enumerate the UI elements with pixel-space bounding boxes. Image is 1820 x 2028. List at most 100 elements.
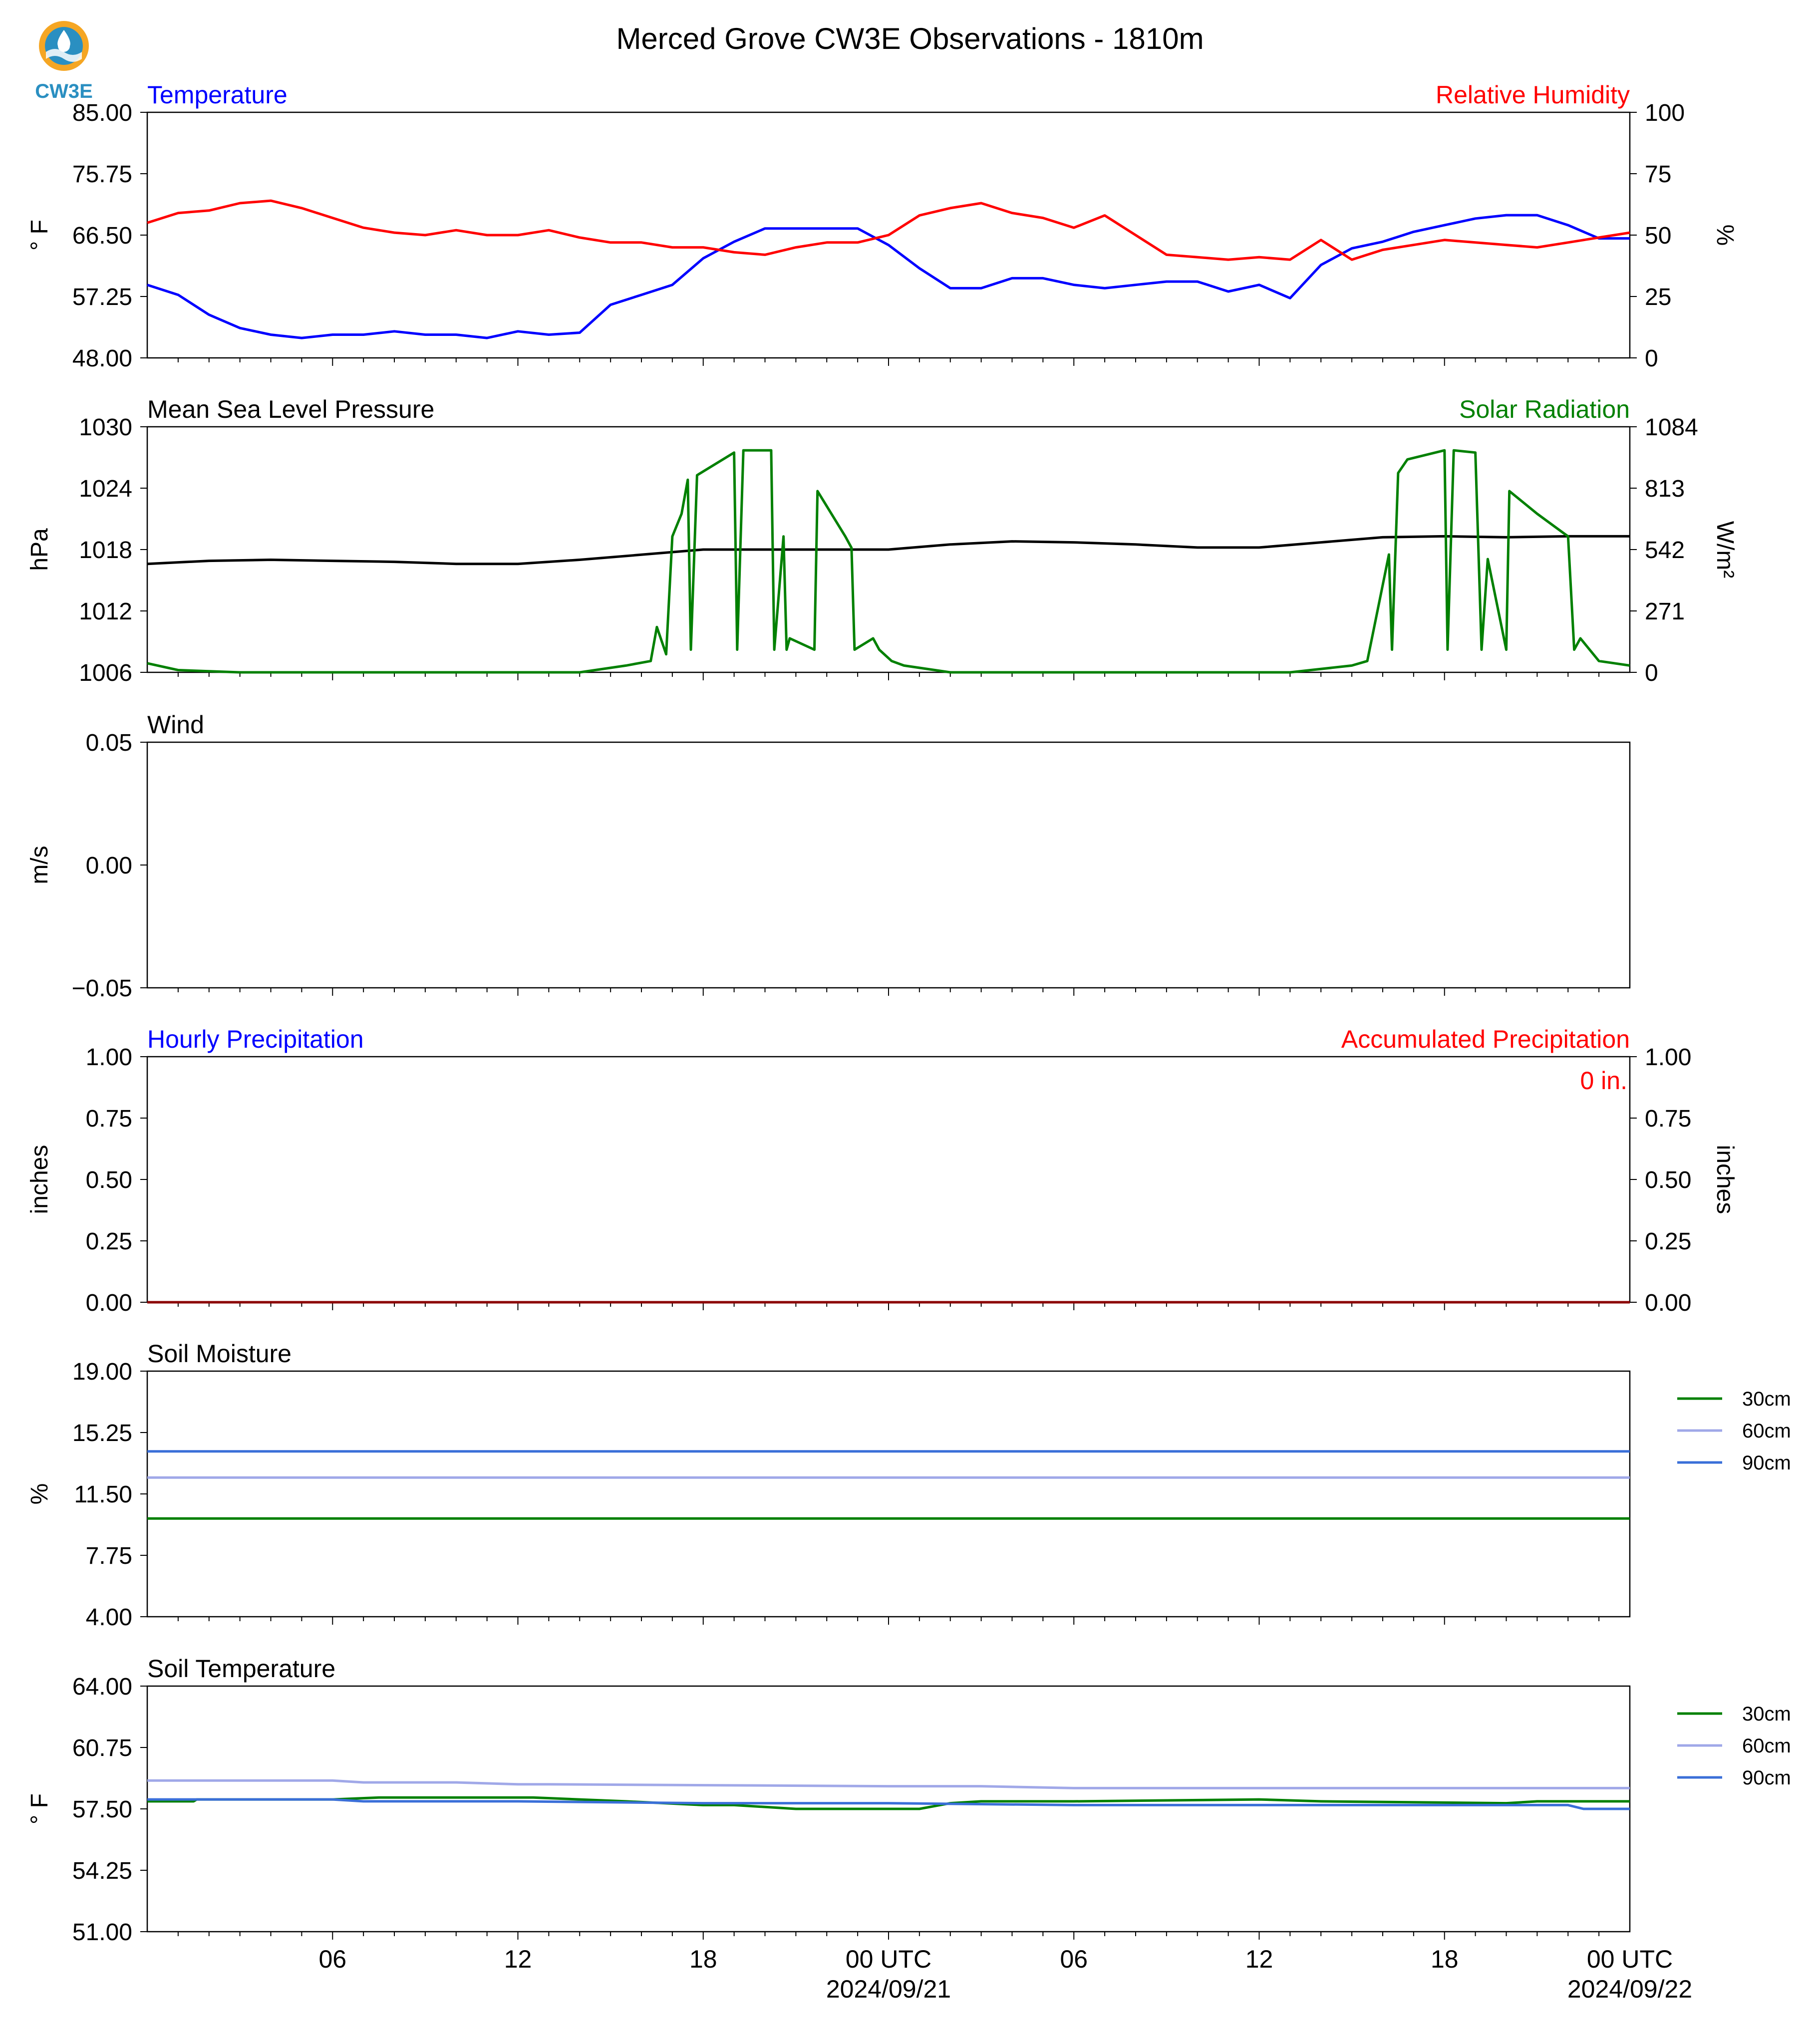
panel-2: 1030 1024 1018 1012 1006 1084 813 542 271 0 Mean S… [26,395,1738,686]
y-right-tick-label: 0 [1645,345,1658,372]
x-tick-label: 00 UTC [1587,1945,1673,1973]
y-left-tick-label: 0.75 [86,1106,132,1132]
y-left-tick-label: 1030 [79,414,132,441]
y-left-tick-label: 1018 [79,537,132,564]
y-right-tick-label: 1.00 [1645,1044,1691,1071]
panel-5: 19.00 15.25 11.50 7.75 4.00 Soil Moisture% 30c… [26,1340,1791,1631]
y-left-tick-label: 57.50 [72,1796,132,1823]
panel-title-left: Hourly Precipitation [147,1025,364,1053]
y-left-tick-label: 51.00 [72,1919,132,1946]
panel-title-right: Accumulated Precipitation [1341,1025,1630,1053]
y-axis-label-left: ° F [26,1793,53,1824]
panels: 85.00 75.75 66.50 57.25 48.00 100 75 50 25 0 Tempe… [26,81,1791,2003]
y-axis-label-right: % [1712,225,1738,246]
y-right-tick-label: 1084 [1645,414,1698,441]
x-tick-label: 00 UTC [846,1945,931,1973]
y-right-tick-label: 50 [1645,223,1671,249]
x-date-label: 2024/09/22 [1567,1975,1692,2003]
y-left-tick-label: 0.05 [86,730,132,756]
y-left-tick-label: 64.00 [72,1674,132,1700]
panel-4: 1.00 0.75 0.50 0.25 0.00 1.00 0.75 0.50 0.25 0.00… [26,1025,1738,1316]
annotation: 0 in. [1580,1067,1627,1095]
y-right-tick-label: 0.25 [1645,1228,1691,1255]
y-right-tick-label: 0.00 [1645,1290,1691,1316]
y-left-tick-label: 60.75 [72,1735,132,1761]
y-left-tick-label: 4.00 [86,1604,132,1631]
y-left-tick-label: 1012 [79,598,132,625]
series-line [147,214,1630,339]
y-axis-label-right: inches [1712,1145,1738,1214]
x-tick-label: 06 [318,1945,346,1973]
figure-title: Merced Grove CW3E Observations - 1810m [616,22,1204,55]
y-right-tick-label: 813 [1645,476,1685,502]
y-right-tick-label: 25 [1645,284,1671,310]
panel-title-left: Temperature [147,81,288,109]
y-axis-label-right: W/m² [1712,521,1738,579]
x-tick-label: 18 [1431,1945,1459,1973]
panel-1: 85.00 75.75 66.50 57.25 48.00 100 75 50 25 0 Tempe… [26,81,1738,372]
x-tick-label: 12 [504,1945,532,1973]
y-left-tick-label: 0.00 [86,853,132,879]
logo-drop-icon [57,30,70,52]
y-left-tick-label: −0.05 [72,975,132,1002]
y-axis-label-left: ° F [26,220,53,251]
y-left-tick-label: 57.25 [72,284,132,310]
logo-text: CW3E [35,80,93,102]
series-line [147,449,1630,674]
y-left-tick-label: 0.00 [86,1290,132,1316]
legend-label: 60cm [1742,1420,1791,1442]
legend-label: 30cm [1742,1388,1791,1410]
y-right-tick-label: 75 [1645,161,1671,188]
y-axis-label-left: % [26,1483,53,1505]
y-left-tick-label: 1024 [79,476,132,502]
panel-title-left: Soil Moisture [147,1340,292,1368]
y-right-tick-label: 0 [1645,660,1658,686]
y-left-tick-label: 75.75 [72,161,132,188]
cw3e-logo: CW3E [35,21,93,102]
y-left-tick-label: 85.00 [72,100,132,126]
legend-label: 90cm [1742,1452,1791,1474]
x-tick-label: 06 [1060,1945,1088,1973]
y-left-tick-label: 19.00 [72,1359,132,1385]
y-left-tick-label: 54.25 [72,1858,132,1884]
y-right-tick-label: 0.75 [1645,1106,1691,1132]
plot-frame [146,1370,1631,1618]
x-date-label: 2024/09/21 [826,1975,951,2003]
series-line [147,199,1630,261]
plot-frame [146,1056,1631,1303]
logo-wave-icon [46,49,82,62]
y-axis-label-left: inches [26,1145,53,1214]
series-line [147,1798,1630,1810]
y-left-tick-label: 0.50 [86,1167,132,1193]
y-right-tick-label: 542 [1645,537,1685,564]
y-axis-label-left: m/s [26,846,53,884]
panel-title-right: Solar Radiation [1459,395,1630,423]
y-left-tick-label: 48.00 [72,345,132,372]
panel-6: 64.00 60.75 57.50 54.25 51.00 Soil Temperatur… [26,1655,1791,2003]
y-left-tick-label: 1006 [79,660,132,686]
panel-title-left: Wind [147,711,204,739]
panel-3: 0.05 0.00 −0.05 Wind m/s [26,711,1631,1002]
y-right-tick-label: 271 [1645,598,1685,625]
y-right-tick-label: 0.50 [1645,1167,1691,1193]
y-right-tick-label: 100 [1645,100,1685,126]
legend-label: 60cm [1742,1735,1791,1757]
legend-label: 90cm [1742,1767,1791,1789]
y-left-tick-label: 15.25 [72,1420,132,1447]
panel-title-left: Mean Sea Level Pressure [147,395,434,423]
y-left-tick-label: 7.75 [86,1543,132,1569]
y-left-tick-label: 1.00 [86,1044,132,1071]
plot-frame [146,741,1631,989]
legend-label: 30cm [1742,1703,1791,1725]
x-tick-label: 12 [1245,1945,1273,1973]
y-axis-label-left: hPa [26,528,53,571]
x-tick-label: 18 [689,1945,717,1973]
panel-title-left: Soil Temperature [147,1655,335,1683]
series-line [147,1779,1630,1789]
y-left-tick-label: 0.25 [86,1228,132,1255]
y-left-tick-label: 11.50 [74,1481,132,1508]
y-left-tick-label: 66.50 [72,223,132,249]
series-line [147,535,1630,566]
panel-title-right: Relative Humidity [1436,81,1630,109]
